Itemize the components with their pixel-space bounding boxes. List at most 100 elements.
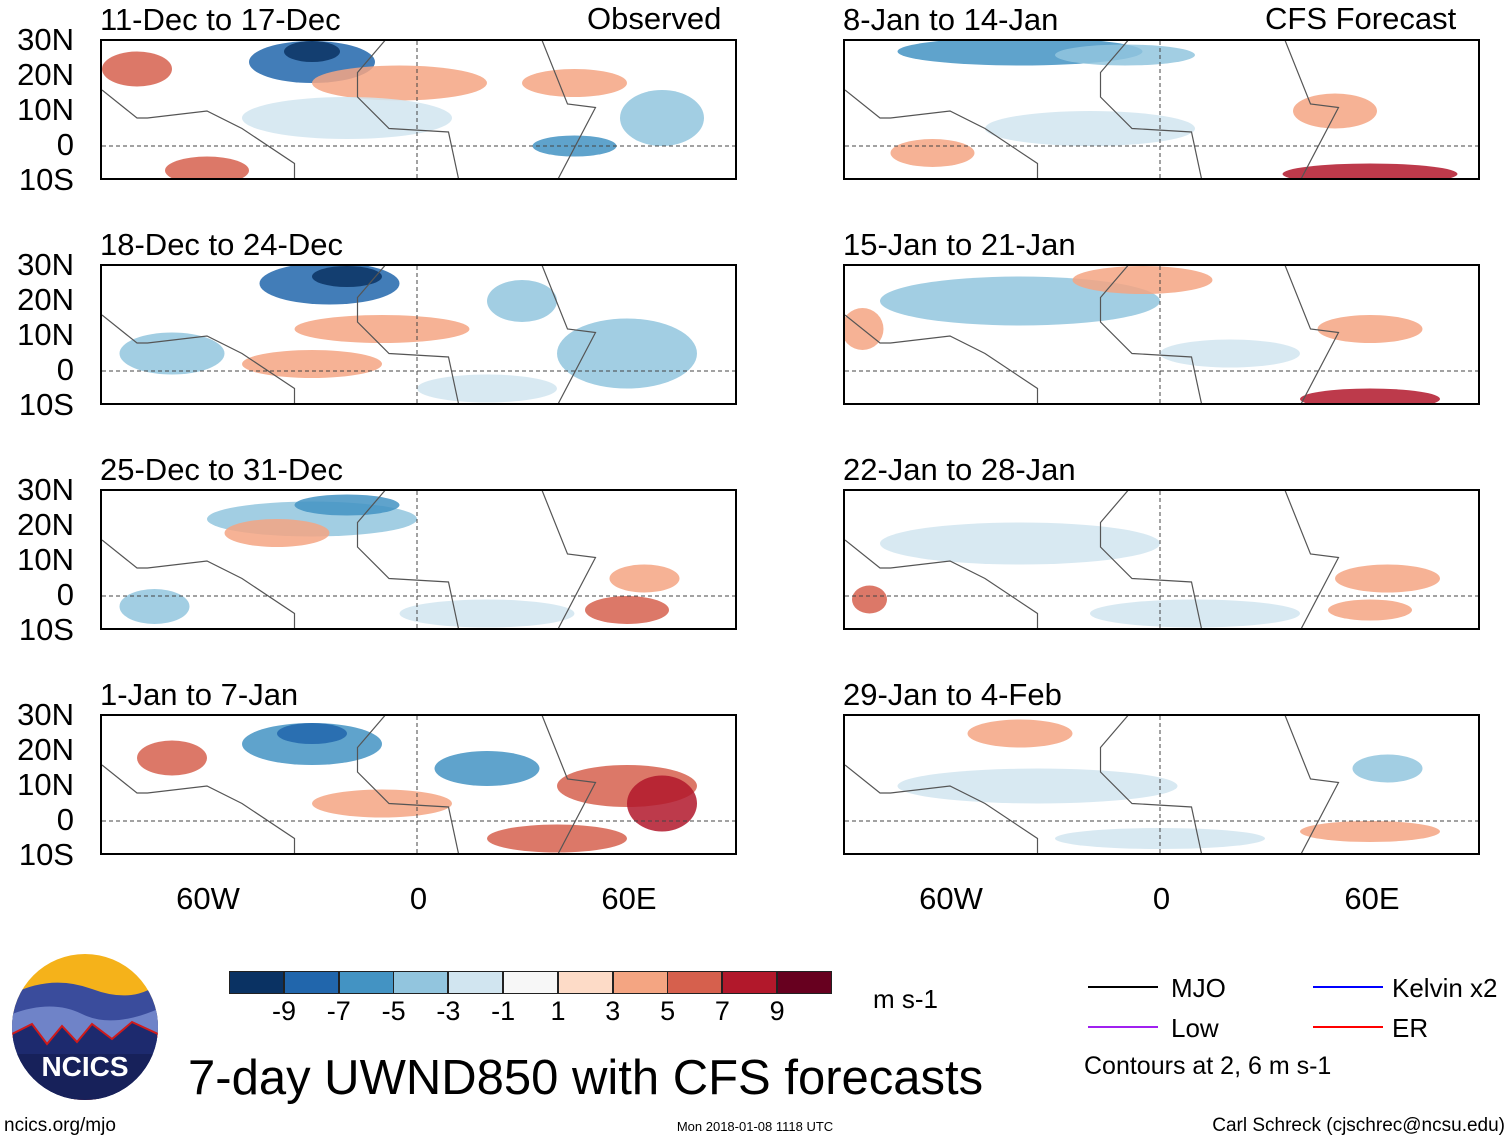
y-tick-label: 10N (17, 317, 74, 352)
colorbar-units: m s-1 (873, 984, 938, 1014)
wind-anomaly-shading (522, 69, 627, 97)
x-tick-label: 60E (1344, 881, 1400, 916)
wind-anomaly-shading (119, 589, 190, 624)
wind-anomaly-shading (609, 564, 680, 593)
y-tick-label: 10S (18, 837, 74, 872)
coastline (845, 716, 1340, 853)
x-tick-label: 60E (601, 881, 657, 916)
colorbar-label: -5 (381, 996, 406, 1026)
contours-note: Contours at 2, 6 m s-1 (1084, 1052, 1332, 1080)
map-panel (843, 39, 1480, 180)
footer-url[interactable]: ncics.org/mjo (4, 1115, 116, 1136)
colorbar-swatch (338, 971, 394, 994)
wind-anomaly-shading (399, 599, 575, 628)
x-tick-label: 60W (176, 881, 240, 916)
wind-anomaly-shading (487, 824, 627, 853)
wind-anomaly-shading (627, 775, 697, 832)
colorbar-label: 3 (605, 996, 621, 1026)
legend-kelvin: Kelvin x2 (1392, 973, 1498, 1003)
colorbar-swatch (777, 971, 832, 994)
colorbar-label: -7 (326, 996, 351, 1026)
y-tick-label: 30N (17, 247, 74, 282)
wind-anomaly-shading (242, 97, 452, 139)
colorbar-swatch (667, 971, 723, 994)
wind-anomaly-shading (312, 789, 452, 818)
colorbar-label: 9 (769, 996, 785, 1026)
coastline (102, 41, 597, 178)
colorbar-label: 1 (550, 996, 566, 1026)
wind-anomaly-shading (620, 90, 704, 146)
wind-anomaly-shading (1072, 266, 1213, 294)
wind-anomaly-shading (967, 719, 1073, 748)
wind-anomaly-shading (880, 522, 1160, 565)
coastline (845, 491, 1340, 628)
ncics-logo: NCICS (12, 954, 158, 1100)
wind-anomaly-shading (985, 111, 1195, 146)
map-panel (843, 714, 1480, 855)
wind-anomaly-shading (585, 596, 669, 624)
panel-title: 15-Jan to 21-Jan (843, 227, 1076, 262)
wind-anomaly-shading (487, 280, 557, 322)
colorbar-swatch (283, 971, 339, 994)
colorbar-label: -1 (491, 996, 516, 1026)
y-tick-label: 30N (17, 697, 74, 732)
map-panel (100, 264, 737, 405)
wind-anomaly-shading (224, 519, 330, 547)
y-tick-label: 10S (18, 612, 74, 647)
footer-author: Carl Schreck (cjschrec@ncsu.edu) (1212, 1115, 1505, 1136)
wind-anomaly-shading (1335, 564, 1440, 593)
wind-anomaly-shading (294, 494, 400, 516)
wind-anomaly-shading (890, 139, 975, 167)
wind-anomaly-shading (242, 350, 382, 378)
wind-anomaly-shading (1282, 163, 1458, 178)
wind-anomaly-shading (1352, 754, 1423, 783)
observed-header: Observed (587, 1, 722, 36)
y-tick-label: 20N (17, 57, 74, 92)
kelvin-line (1313, 986, 1383, 988)
colorbar-label: -9 (271, 996, 297, 1026)
x-tick-label: 0 (409, 881, 428, 916)
panel-title: 25-Dec to 31-Dec (100, 452, 343, 487)
colorbar-swatch (229, 971, 284, 994)
wind-anomaly-shading (1300, 821, 1440, 842)
wind-anomaly-shading (1317, 315, 1423, 343)
wind-anomaly-shading (557, 318, 697, 389)
wind-anomaly-shading (1090, 599, 1300, 628)
y-tick-label: 0 (56, 352, 74, 387)
wind-anomaly-shading (1293, 93, 1377, 129)
y-tick-label: 10N (17, 767, 74, 802)
panel-title: 11-Dec to 17-Dec (100, 2, 341, 37)
colorbar-swatch (722, 971, 778, 994)
wind-anomaly-shading (1055, 44, 1195, 66)
wind-anomaly-shading (165, 156, 249, 178)
y-tick-label: 10S (18, 162, 74, 197)
er-line (1313, 1026, 1383, 1028)
coastline (102, 716, 597, 853)
coastline (845, 41, 1340, 178)
mjo-line (1088, 986, 1158, 988)
y-tick-label: 10N (17, 92, 74, 127)
wind-anomaly-shading (852, 585, 887, 614)
wind-anomaly-shading (284, 41, 340, 62)
legend-mjo: MJO (1171, 973, 1226, 1003)
panel-title: 8-Jan to 14-Jan (843, 2, 1059, 37)
x-tick-label: 60W (919, 881, 983, 916)
y-tick-label: 0 (56, 577, 74, 612)
forecast-header: CFS Forecast (1265, 1, 1457, 36)
wind-anomaly-shading (312, 266, 382, 287)
y-tick-label: 20N (17, 507, 74, 542)
map-panel (843, 489, 1480, 630)
wind-anomaly-shading (1300, 388, 1440, 403)
x-tick-label: 0 (1152, 881, 1171, 916)
colorbar-swatch (393, 971, 449, 994)
colorbar-swatch (503, 971, 558, 994)
panel-title: 1-Jan to 7-Jan (100, 677, 299, 712)
panel-title: 22-Jan to 28-Jan (843, 452, 1076, 487)
logo-text: NCICS (41, 1051, 128, 1082)
legend-low: Low (1171, 1013, 1219, 1043)
wind-anomaly-shading (1160, 339, 1300, 368)
wind-anomaly-shading (119, 332, 225, 375)
map-panel (100, 39, 737, 180)
colorbar-label: 5 (660, 996, 676, 1026)
y-tick-label: 0 (56, 802, 74, 837)
